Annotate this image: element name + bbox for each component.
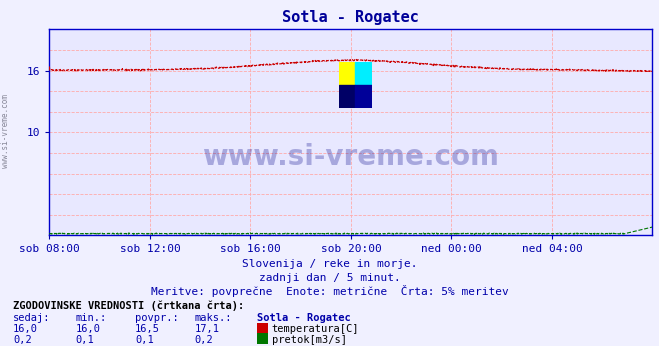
Text: 16,0: 16,0 [76,324,101,334]
Text: min.:: min.: [76,313,107,323]
Text: Sotla - Rogatec: Sotla - Rogatec [257,313,351,323]
Text: www.si-vreme.com: www.si-vreme.com [202,143,500,171]
Text: pretok[m3/s]: pretok[m3/s] [272,335,347,345]
Text: temperatura[C]: temperatura[C] [272,324,359,334]
Text: maks.:: maks.: [194,313,232,323]
Text: 17,1: 17,1 [194,324,219,334]
Text: 16,0: 16,0 [13,324,38,334]
Text: Slovenija / reke in morje.: Slovenija / reke in morje. [242,259,417,269]
Text: www.si-vreme.com: www.si-vreme.com [1,94,10,169]
Text: 0,2: 0,2 [194,335,213,345]
Text: ZGODOVINSKE VREDNOSTI (črtkana črta):: ZGODOVINSKE VREDNOSTI (črtkana črta): [13,300,244,311]
Text: zadnji dan / 5 minut.: zadnji dan / 5 minut. [258,273,401,283]
Text: Meritve: povprečne  Enote: metrične  Črta: 5% meritev: Meritve: povprečne Enote: metrične Črta:… [151,285,508,297]
Text: sedaj:: sedaj: [13,313,51,323]
Text: povpr.:: povpr.: [135,313,179,323]
Text: 0,1: 0,1 [135,335,154,345]
Text: 0,1: 0,1 [76,335,94,345]
Text: 0,2: 0,2 [13,335,32,345]
Title: Sotla - Rogatec: Sotla - Rogatec [283,10,419,26]
Text: 16,5: 16,5 [135,324,160,334]
